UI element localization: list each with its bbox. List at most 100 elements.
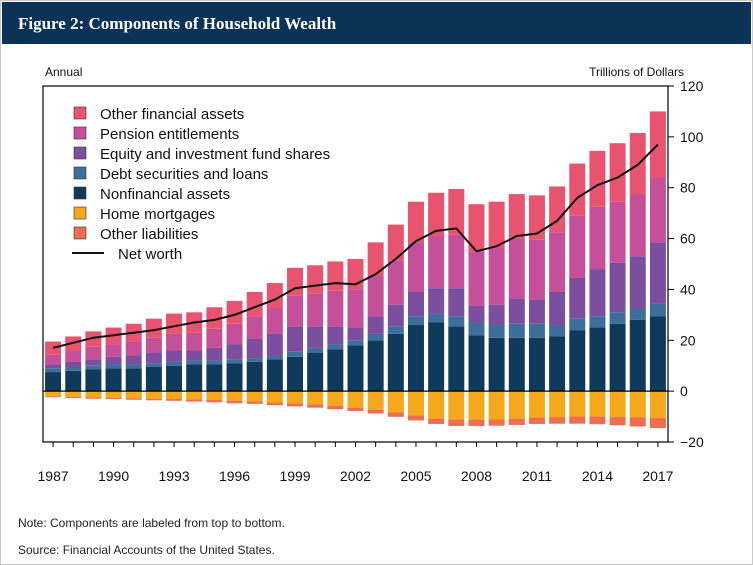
bar-nonfinancial-assets-1995 — [206, 364, 223, 392]
x-tick-label-1990: 1990 — [98, 468, 129, 484]
legend-swatch-nonfinancial-assets — [73, 186, 87, 200]
right-unit-label: Trillions of Dollars — [589, 65, 684, 79]
bar-other-financial-assets-1996 — [226, 300, 243, 324]
y-tick-label-60: 60 — [680, 231, 696, 247]
bar-home-mortgages-1993 — [166, 391, 183, 400]
bar-other-liabilities-1989 — [85, 397, 102, 399]
bar-home-mortgages-1990 — [105, 391, 122, 398]
bar-pension-entitlements-2010 — [508, 238, 525, 299]
x-tick-label-2011: 2011 — [522, 468, 552, 484]
bar-debt-securities-and-loans-1998 — [266, 355, 283, 360]
bar-debt-securities-and-loans-1987 — [45, 368, 62, 373]
bar-home-mortgages-1997 — [246, 391, 263, 402]
legend-label-debt-securities-and-loans: Debt securities and loans — [100, 166, 268, 183]
bar-other-liabilities-1996 — [226, 400, 243, 404]
legend-swatch-debt-securities-and-loans — [73, 166, 87, 180]
bar-other-liabilities-2012 — [549, 417, 566, 424]
y-tick-label-80: 80 — [680, 180, 696, 196]
bar-pension-entitlements-2008 — [468, 251, 485, 306]
bar-debt-securities-and-loans-2005 — [407, 316, 424, 326]
bar-equity-and-investment-fund-shares-2006 — [428, 288, 445, 314]
bar-equity-and-investment-fund-shares-1995 — [206, 347, 223, 361]
bar-debt-securities-and-loans-1989 — [85, 365, 102, 370]
bar-pension-entitlements-2005 — [407, 242, 424, 292]
bar-debt-securities-and-loans-2002 — [347, 340, 364, 346]
bar-debt-securities-and-loans-1991 — [125, 364, 142, 369]
bar-home-mortgages-1996 — [226, 391, 243, 401]
bar-pension-entitlements-1987 — [45, 354, 62, 365]
bar-debt-securities-and-loans-2010 — [508, 323, 525, 338]
bar-other-financial-assets-2012 — [549, 186, 566, 233]
bar-other-liabilities-2004 — [387, 412, 404, 417]
bar-other-financial-assets-2017 — [649, 111, 666, 178]
bar-debt-securities-and-loans-1988 — [65, 366, 82, 371]
bar-debt-securities-and-loans-1994 — [186, 360, 203, 365]
bar-home-mortgages-2009 — [488, 391, 505, 420]
legend-swatch-home-mortgages — [73, 206, 87, 220]
bar-pension-entitlements-1993 — [166, 333, 183, 351]
bar-other-liabilities-2002 — [347, 407, 364, 411]
bar-home-mortgages-2014 — [589, 391, 606, 417]
x-tick-label-1996: 1996 — [219, 468, 250, 484]
bar-equity-and-investment-fund-shares-1989 — [85, 359, 102, 366]
bar-other-financial-assets-1989 — [85, 331, 102, 347]
bar-home-mortgages-2005 — [407, 391, 424, 416]
bar-equity-and-investment-fund-shares-1993 — [166, 350, 183, 362]
bar-debt-securities-and-loans-2007 — [448, 316, 465, 327]
bar-equity-and-investment-fund-shares-2010 — [508, 298, 525, 324]
bar-other-liabilities-2008 — [468, 419, 485, 426]
bar-nonfinancial-assets-2007 — [448, 326, 465, 392]
bar-debt-securities-and-loans-2017 — [649, 303, 666, 317]
bar-pension-entitlements-1997 — [246, 316, 263, 340]
bar-debt-securities-and-loans-2014 — [589, 316, 606, 328]
bar-other-liabilities-1987 — [45, 396, 62, 398]
bar-other-liabilities-1992 — [145, 398, 162, 401]
bar-equity-and-investment-fund-shares-2013 — [569, 277, 586, 319]
bar-nonfinancial-assets-1997 — [246, 361, 263, 392]
legend-swatch-equity-and-investment-fund-shares — [73, 146, 87, 160]
figure-title-bar: Figure 2: Components of Household Wealth — [2, 2, 751, 44]
y-tick-label-0: 0 — [680, 383, 688, 399]
bar-nonfinancial-assets-1987 — [45, 372, 62, 392]
bar-equity-and-investment-fund-shares-2016 — [629, 256, 646, 309]
bar-nonfinancial-assets-1993 — [166, 365, 183, 392]
bar-debt-securities-and-loans-2001 — [327, 344, 344, 350]
legend-label-pension-entitlements: Pension entitlements — [100, 126, 239, 143]
bar-equity-and-investment-fund-shares-2011 — [528, 299, 545, 324]
bar-debt-securities-and-loans-2008 — [468, 322, 485, 336]
bar-nonfinancial-assets-2006 — [428, 322, 445, 392]
bar-equity-and-investment-fund-shares-2012 — [549, 291, 566, 326]
bar-home-mortgages-2015 — [609, 391, 626, 418]
bar-nonfinancial-assets-1996 — [226, 363, 243, 392]
bar-equity-and-investment-fund-shares-2008 — [468, 305, 485, 323]
bar-home-mortgages-1987 — [45, 391, 62, 397]
bar-equity-and-investment-fund-shares-2015 — [609, 262, 626, 313]
bar-nonfinancial-assets-1988 — [65, 370, 82, 392]
bar-nonfinancial-assets-2015 — [609, 323, 626, 392]
bar-pension-entitlements-1998 — [266, 308, 283, 334]
bar-other-liabilities-2003 — [367, 409, 384, 414]
bar-other-financial-assets-1987 — [45, 341, 62, 355]
bar-debt-securities-and-loans-2006 — [428, 313, 445, 323]
bar-other-liabilities-2000 — [307, 404, 324, 408]
bar-nonfinancial-assets-1994 — [186, 364, 203, 392]
bar-pension-entitlements-1989 — [85, 346, 102, 360]
bar-other-financial-assets-2007 — [448, 188, 465, 235]
bar-other-financial-assets-1993 — [166, 313, 183, 334]
bar-pension-entitlements-2009 — [488, 247, 505, 305]
bar-other-liabilities-1997 — [246, 401, 263, 404]
bar-other-financial-assets-2009 — [488, 201, 505, 248]
bar-other-financial-assets-2000 — [307, 265, 324, 294]
bar-pension-entitlements-2000 — [307, 293, 324, 327]
bar-other-financial-assets-2015 — [609, 143, 626, 202]
bar-other-liabilities-2016 — [629, 417, 646, 427]
bar-pension-entitlements-2003 — [367, 275, 384, 317]
bar-pension-entitlements-1992 — [145, 337, 162, 353]
bar-nonfinancial-assets-2009 — [488, 337, 505, 392]
bar-equity-and-investment-fund-shares-1999 — [287, 326, 304, 352]
bar-equity-and-investment-fund-shares-2002 — [347, 327, 364, 341]
legend-label-equity-and-investment-fund-shares: Equity and investment fund shares — [100, 146, 330, 163]
legend-swatch-other-financial-assets — [73, 106, 87, 120]
bar-other-liabilities-2014 — [589, 416, 606, 425]
y-tick-label-20: 20 — [680, 332, 696, 348]
